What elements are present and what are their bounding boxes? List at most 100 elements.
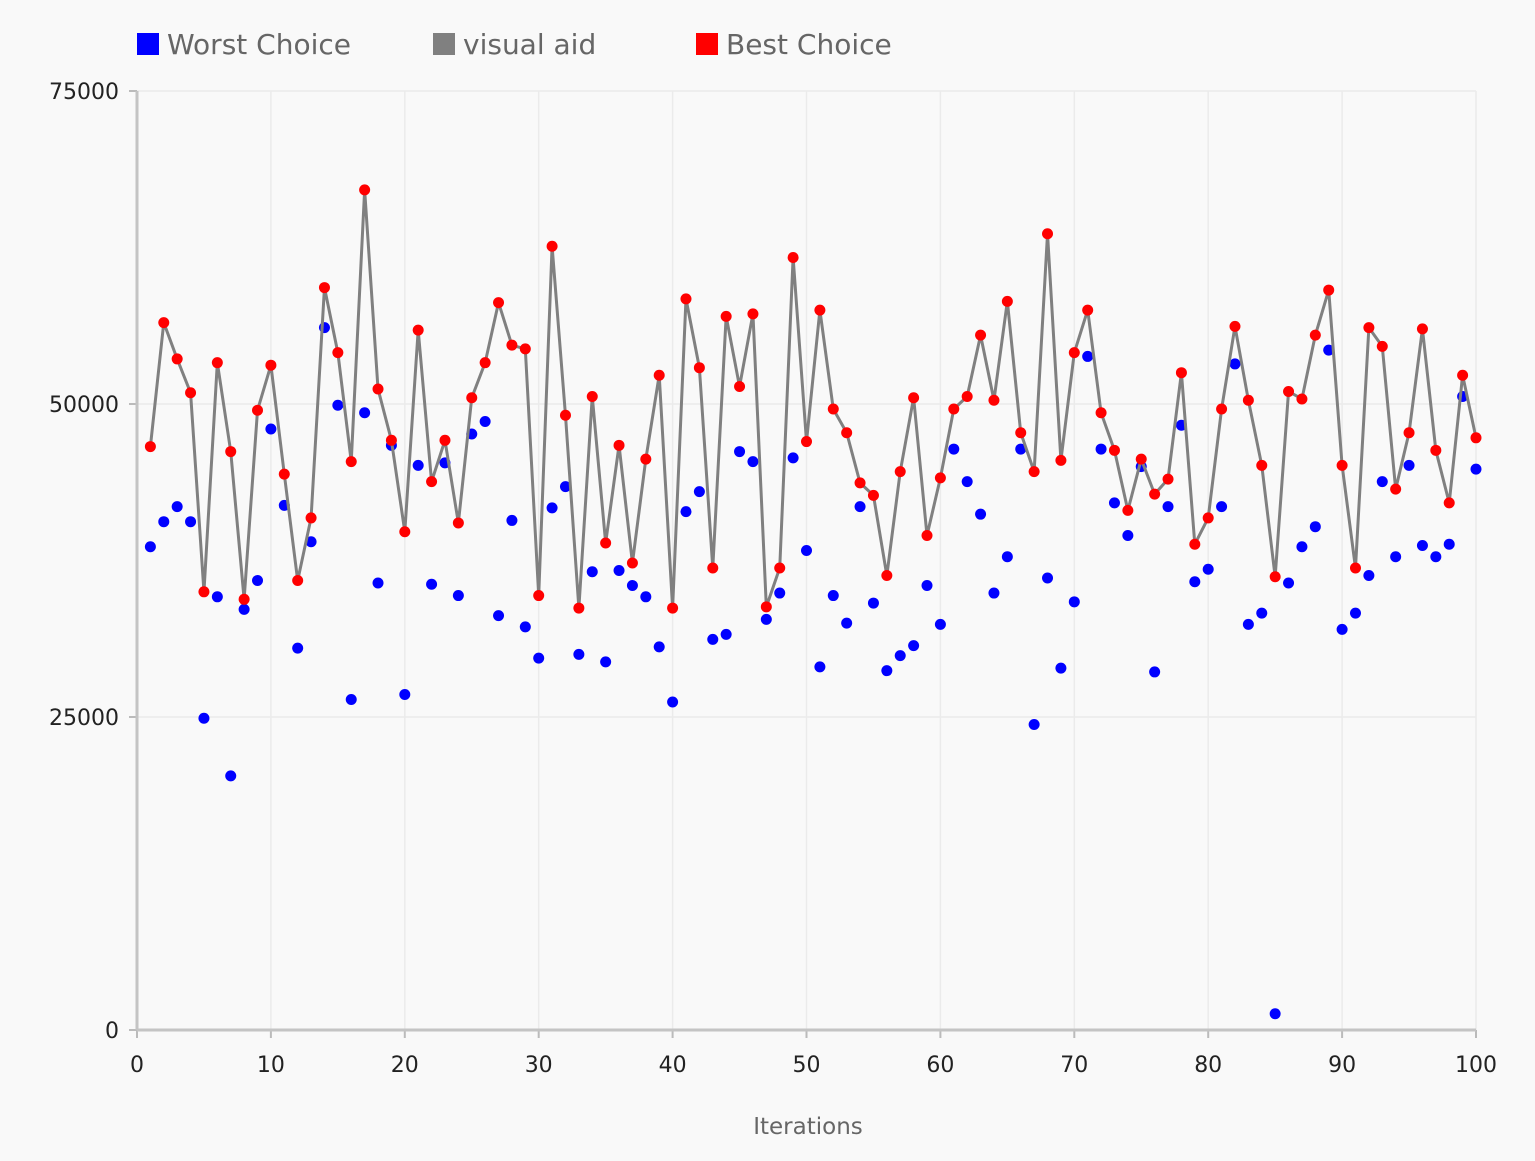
data-point-best-choice bbox=[667, 602, 679, 614]
data-point-worst-choice bbox=[1082, 350, 1094, 362]
data-point-best-choice bbox=[988, 394, 1000, 406]
data-point-best-choice bbox=[292, 575, 304, 587]
data-point-best-choice bbox=[1216, 403, 1228, 415]
data-point-best-choice bbox=[1175, 367, 1187, 379]
data-point-worst-choice bbox=[693, 486, 705, 498]
data-point-worst-choice bbox=[1390, 551, 1402, 563]
y-tick-label: 75000 bbox=[49, 80, 119, 105]
data-point-best-choice bbox=[1135, 453, 1147, 465]
data-point-best-choice bbox=[1242, 394, 1254, 406]
data-point-worst-choice bbox=[252, 575, 264, 587]
data-point-worst-choice bbox=[211, 591, 223, 603]
series-points-worst-choice bbox=[144, 322, 1482, 1020]
x-tick-label: 100 bbox=[1455, 1053, 1497, 1078]
x-axis-title: Iterations bbox=[753, 1114, 863, 1140]
data-point-worst-choice bbox=[1028, 719, 1040, 731]
data-point-worst-choice bbox=[1229, 358, 1241, 370]
y-tick-label: 25000 bbox=[49, 706, 119, 731]
data-point-worst-choice bbox=[841, 617, 853, 629]
y-tick-labels: 0 25000 50000 75000 bbox=[49, 80, 119, 1044]
data-point-best-choice bbox=[720, 310, 732, 322]
data-point-worst-choice bbox=[412, 459, 424, 471]
data-point-best-choice bbox=[854, 477, 866, 489]
data-point-best-choice bbox=[426, 476, 438, 488]
data-point-best-choice bbox=[1042, 228, 1054, 240]
data-point-best-choice bbox=[894, 466, 906, 478]
data-point-best-choice bbox=[1082, 304, 1094, 316]
data-point-worst-choice bbox=[225, 770, 237, 782]
data-point-worst-choice bbox=[359, 407, 371, 419]
data-point-worst-choice bbox=[479, 416, 491, 428]
data-point-best-choice bbox=[211, 357, 223, 369]
data-point-best-choice bbox=[908, 392, 920, 404]
data-point-worst-choice bbox=[667, 696, 679, 708]
data-point-best-choice bbox=[466, 392, 478, 404]
data-point-worst-choice bbox=[533, 652, 545, 664]
data-point-best-choice bbox=[252, 404, 264, 416]
data-point-best-choice bbox=[1416, 323, 1428, 335]
legend-item-best-choice[interactable]: Best Choice bbox=[696, 28, 892, 61]
data-point-best-choice bbox=[760, 601, 772, 613]
x-tick-label: 90 bbox=[1328, 1053, 1356, 1078]
data-point-worst-choice bbox=[1416, 539, 1428, 551]
data-point-best-choice bbox=[1349, 562, 1361, 574]
data-point-best-choice bbox=[412, 324, 424, 336]
data-point-best-choice bbox=[626, 557, 638, 569]
y-tick-label: 50000 bbox=[49, 393, 119, 418]
data-point-worst-choice bbox=[787, 452, 799, 464]
data-point-best-choice bbox=[559, 409, 571, 421]
data-point-worst-choice bbox=[345, 693, 357, 705]
data-point-worst-choice bbox=[1242, 618, 1254, 630]
data-point-worst-choice bbox=[506, 514, 518, 526]
data-point-worst-choice bbox=[613, 565, 625, 577]
data-point-best-choice bbox=[1403, 427, 1415, 439]
data-point-best-choice bbox=[479, 357, 491, 369]
data-point-best-choice bbox=[1108, 444, 1120, 456]
data-point-best-choice bbox=[265, 359, 277, 371]
data-point-best-choice bbox=[238, 593, 250, 605]
data-point-worst-choice bbox=[1068, 596, 1080, 608]
series-points-best-choice bbox=[144, 184, 1482, 614]
data-point-worst-choice bbox=[814, 661, 826, 673]
data-point-worst-choice bbox=[774, 587, 786, 599]
data-point-worst-choice bbox=[1376, 476, 1388, 488]
legend-item-worst-choice[interactable]: Worst Choice bbox=[137, 28, 351, 61]
data-point-worst-choice bbox=[1122, 529, 1134, 541]
data-point-worst-choice bbox=[720, 628, 732, 640]
data-point-best-choice bbox=[734, 380, 746, 392]
data-point-worst-choice bbox=[1323, 344, 1335, 356]
data-point-best-choice bbox=[305, 512, 317, 524]
data-point-best-choice bbox=[493, 297, 505, 309]
data-point-best-choice bbox=[1229, 320, 1241, 332]
data-point-best-choice bbox=[1430, 444, 1442, 456]
data-point-worst-choice bbox=[734, 446, 746, 458]
data-point-worst-choice bbox=[185, 516, 197, 528]
legend: Worst Choice visual aid Best Choice bbox=[137, 28, 892, 61]
data-point-worst-choice bbox=[1095, 443, 1107, 455]
data-point-best-choice bbox=[372, 383, 384, 395]
data-point-best-choice bbox=[707, 562, 719, 574]
data-point-worst-choice bbox=[1042, 572, 1054, 584]
legend-item-visual-aid[interactable]: visual aid bbox=[433, 28, 596, 61]
data-point-worst-choice bbox=[1283, 577, 1295, 589]
data-point-best-choice bbox=[1095, 407, 1107, 419]
data-point-best-choice bbox=[1189, 538, 1201, 550]
data-point-best-choice bbox=[399, 526, 411, 538]
data-point-best-choice bbox=[185, 387, 197, 399]
data-point-worst-choice bbox=[171, 501, 183, 513]
data-point-best-choice bbox=[1149, 488, 1161, 500]
data-point-best-choice bbox=[881, 570, 893, 582]
data-point-worst-choice bbox=[586, 566, 598, 578]
data-point-best-choice bbox=[586, 390, 598, 402]
data-point-worst-choice bbox=[760, 613, 772, 625]
x-tick-label: 50 bbox=[793, 1053, 821, 1078]
x-tick-label: 60 bbox=[926, 1053, 954, 1078]
data-point-best-choice bbox=[1122, 504, 1134, 516]
data-point-best-choice bbox=[198, 586, 210, 598]
data-point-best-choice bbox=[693, 362, 705, 374]
data-point-worst-choice bbox=[801, 544, 812, 556]
data-point-best-choice bbox=[640, 453, 652, 465]
data-point-worst-choice bbox=[372, 577, 384, 589]
